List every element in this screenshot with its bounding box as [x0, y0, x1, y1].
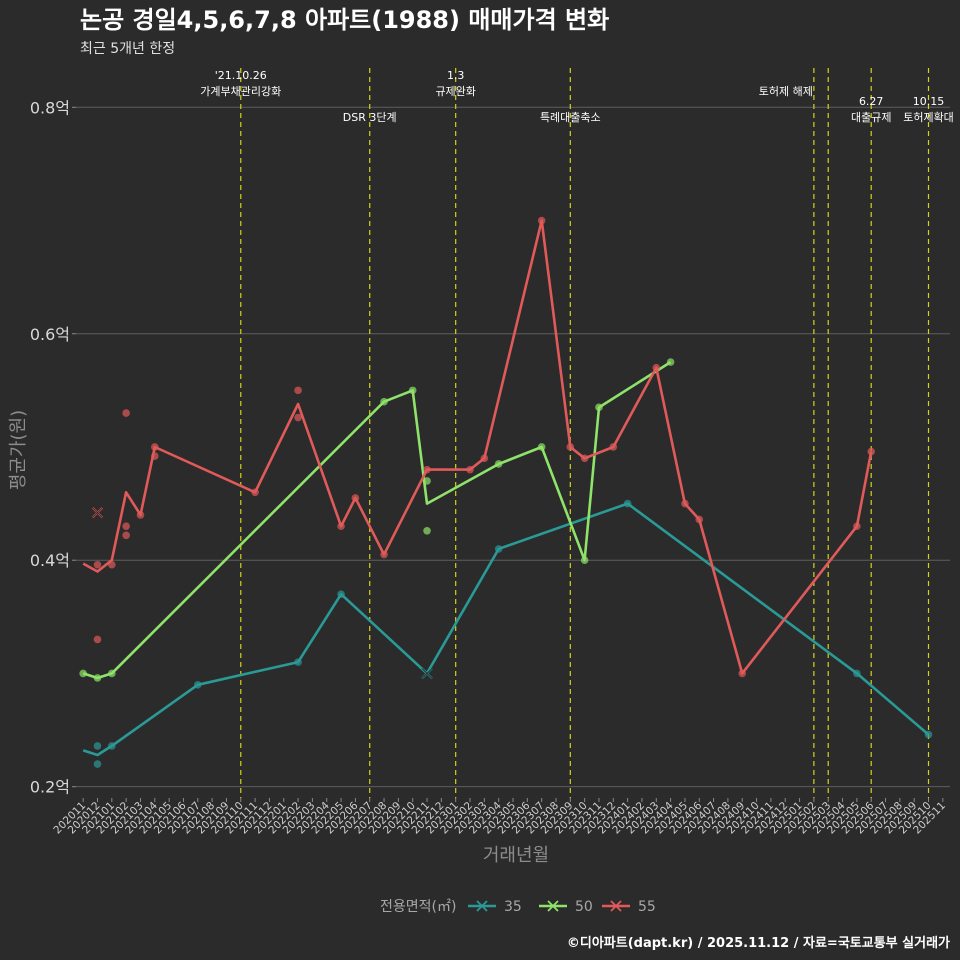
chart-title: 논공 경일4,5,6,7,8 아파트(1988) 매매가격 변화	[80, 6, 609, 34]
series-line-35	[82, 502, 930, 757]
cancelled-point-overlay-55	[92, 507, 103, 518]
legend-title: 전용면적(㎡)	[380, 899, 456, 915]
data-point-55	[122, 522, 130, 531]
data-point-50	[408, 386, 417, 395]
data-point-55	[151, 452, 159, 460]
data-point-55	[609, 443, 618, 451]
series-line-50	[82, 361, 672, 680]
event-label: DSR 3단계	[343, 111, 397, 124]
data-point-50	[580, 556, 589, 565]
event-label: 가계부채관리강화	[200, 85, 281, 98]
data-point-55	[93, 635, 102, 644]
data-point-50	[595, 403, 603, 412]
data-point-55	[337, 522, 345, 531]
source-caption: ©디아파트(dapt.kr) / 2025.11.12 / 자료=국토교통부 실…	[567, 935, 950, 951]
data-point-50	[380, 397, 388, 406]
legend-label-35: 35	[504, 899, 522, 915]
data-point-50	[93, 674, 102, 682]
data-point-35	[193, 680, 202, 689]
data-point-55	[380, 550, 388, 559]
data-point-35	[108, 742, 116, 750]
data-point-55	[122, 531, 130, 540]
data-series	[79, 216, 933, 768]
y-axis-ticks: 0.2억 0.4억 0.6억 0.8억	[30, 98, 76, 797]
data-point-35	[623, 499, 632, 508]
y-tick-label: 0.6억	[30, 325, 70, 344]
event-label: 토허제 해제	[759, 84, 813, 98]
event-label: 6.27	[859, 95, 884, 108]
data-point-35	[337, 590, 345, 598]
data-point-55	[122, 409, 130, 417]
data-point-55	[867, 447, 875, 456]
data-point-55	[695, 515, 704, 524]
event-label: '21.10.26	[215, 69, 267, 82]
data-point-55	[93, 560, 102, 569]
x-axis-label: 거래년월	[483, 845, 549, 866]
data-point-50	[494, 460, 503, 468]
event-label: 특례대출축소	[540, 111, 601, 124]
data-point-55	[652, 363, 661, 372]
data-point-35	[93, 742, 102, 750]
data-point-50	[108, 669, 116, 678]
gridlines	[76, 106, 950, 788]
data-point-35	[853, 669, 861, 678]
data-point-50	[423, 477, 431, 485]
event-label: 토허제확대	[903, 111, 954, 124]
data-point-35	[294, 658, 302, 666]
series-line-55	[82, 219, 873, 675]
data-point-55	[580, 454, 589, 463]
data-point-55	[251, 488, 259, 497]
data-point-55	[480, 454, 489, 463]
legend-key-cross-35	[476, 900, 488, 912]
data-point-55	[423, 465, 431, 474]
cancelled-point-overlay-35	[421, 668, 433, 679]
event-label: 규제완화	[435, 85, 475, 98]
data-point-55	[351, 494, 360, 502]
legend-key-cross-55	[610, 900, 622, 912]
data-point-50	[537, 443, 546, 451]
legend: 전용면적(㎡) 35 50 55	[380, 899, 656, 915]
x-axis-ticks: 2020112020122021012021022021032021042021…	[51, 798, 948, 836]
chart-subtitle: 최근 5개년 한정	[80, 41, 175, 57]
legend-key-cross-50	[547, 900, 559, 912]
legend-label-50: 50	[575, 899, 593, 915]
y-tick-label: 0.4억	[30, 551, 70, 570]
data-point-55	[537, 216, 546, 225]
data-point-50	[423, 526, 431, 535]
data-point-35	[494, 545, 503, 553]
event-label: 10.15	[913, 95, 945, 108]
data-point-55	[136, 511, 145, 519]
data-point-50	[79, 669, 87, 678]
data-point-50	[666, 358, 675, 366]
data-point-55	[108, 560, 116, 569]
data-point-55	[151, 443, 159, 451]
legend-label-55: 55	[638, 899, 656, 915]
event-label: 대출규제	[851, 111, 891, 124]
data-point-35	[924, 730, 933, 739]
data-point-55	[738, 669, 747, 678]
y-axis-label: 평균가(원)	[8, 410, 29, 490]
data-point-55	[294, 386, 302, 395]
y-tick-label: 0.2억	[30, 778, 70, 797]
data-point-35	[93, 760, 102, 768]
data-point-55	[853, 522, 861, 531]
y-tick-label: 0.8억	[30, 98, 70, 117]
data-point-55	[294, 413, 302, 422]
data-point-55	[466, 465, 474, 474]
event-label: 1.3	[447, 69, 465, 82]
data-point-55	[566, 443, 575, 451]
data-point-55	[681, 499, 689, 508]
